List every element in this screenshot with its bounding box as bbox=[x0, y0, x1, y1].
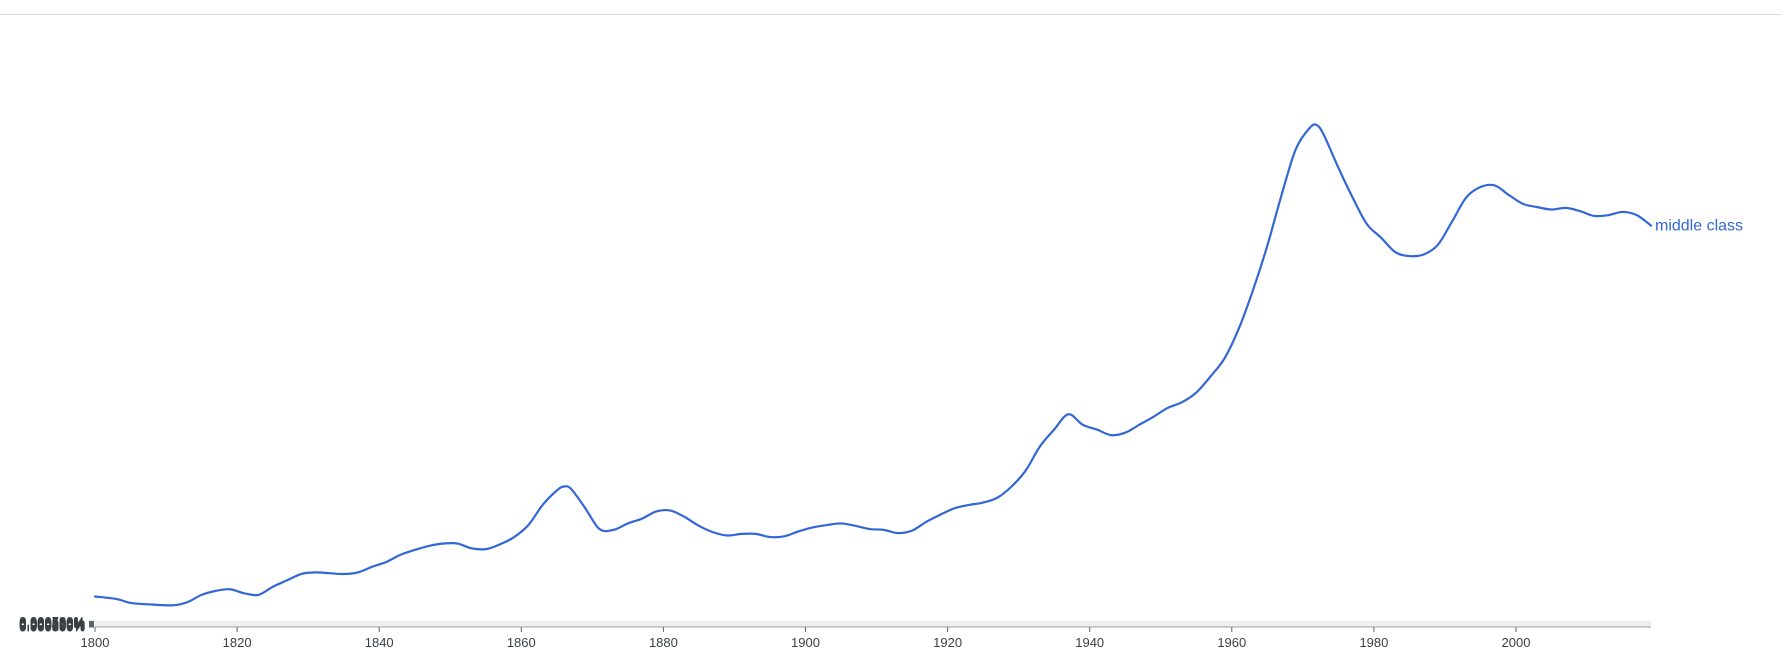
top-divider bbox=[0, 14, 1781, 15]
x-tick-label: 1860 bbox=[507, 635, 536, 650]
y-tick-label: 0.000450% bbox=[19, 616, 85, 631]
y-tick-label: 0.000100% bbox=[19, 619, 85, 634]
y-tick-label: 0.000400% bbox=[19, 616, 85, 631]
y-tick-label: 0.000250% bbox=[19, 617, 85, 632]
series-line bbox=[93, 123, 1653, 607]
y-tick-label: 0.000050% bbox=[19, 619, 85, 634]
y-tick-label: 0.000300% bbox=[19, 617, 85, 632]
x-tick-label: 1880 bbox=[649, 635, 678, 650]
y-tick-label: 0.000500% bbox=[19, 615, 85, 630]
y-tick-label: 0.000700% bbox=[19, 614, 85, 629]
x-tick-label: 1840 bbox=[365, 635, 394, 650]
x-tick-label: 1900 bbox=[791, 635, 820, 650]
series-label: middle class bbox=[1655, 218, 1743, 235]
x-tick-label: 1940 bbox=[1075, 635, 1104, 650]
y-tick-label: 0.000150% bbox=[19, 618, 85, 633]
y-tick-label: 0.000000% bbox=[19, 620, 85, 635]
x-tick-label: 1820 bbox=[223, 635, 252, 650]
x-tick-label: 1960 bbox=[1217, 635, 1246, 650]
x-tick-label: 1800 bbox=[81, 635, 110, 650]
y-tick-label: 0.000200% bbox=[19, 618, 85, 633]
y-tick-label: 0.000350% bbox=[19, 617, 85, 632]
y-tick-label: 0.000550% bbox=[19, 615, 85, 630]
x-tick-label: 1920 bbox=[933, 635, 962, 650]
y-tick-label: 0.000650% bbox=[19, 614, 85, 629]
y-tick-label: 0.000600% bbox=[19, 615, 85, 630]
x-tick-label: 2000 bbox=[1502, 635, 1531, 650]
x-tick-label: 1980 bbox=[1359, 635, 1388, 650]
